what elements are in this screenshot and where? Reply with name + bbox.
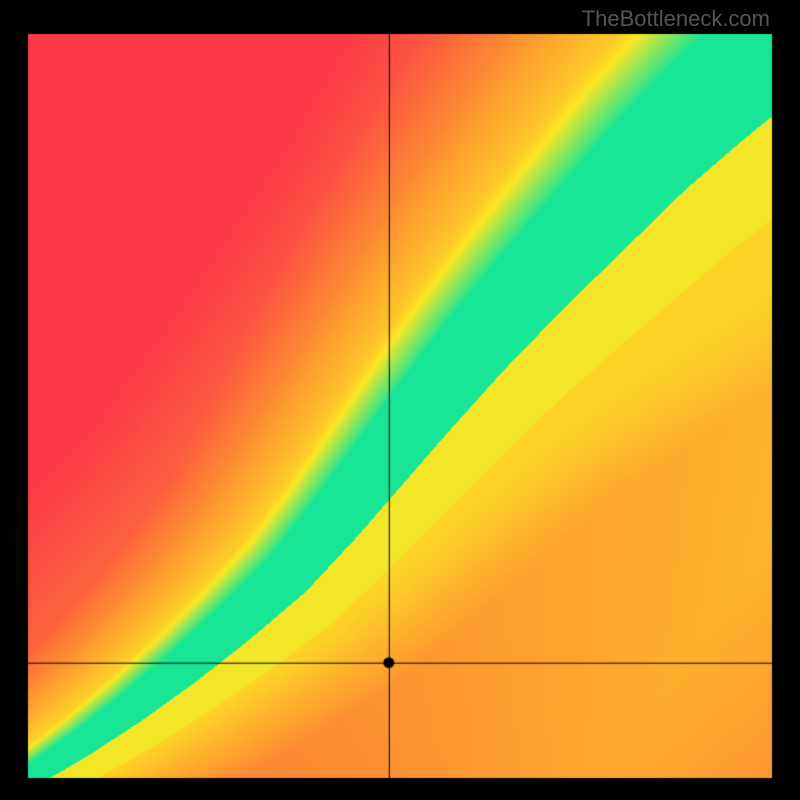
bottleneck-heatmap bbox=[0, 0, 800, 800]
chart-container: TheBottleneck.com bbox=[0, 0, 800, 800]
watermark-text: TheBottleneck.com bbox=[582, 6, 770, 32]
